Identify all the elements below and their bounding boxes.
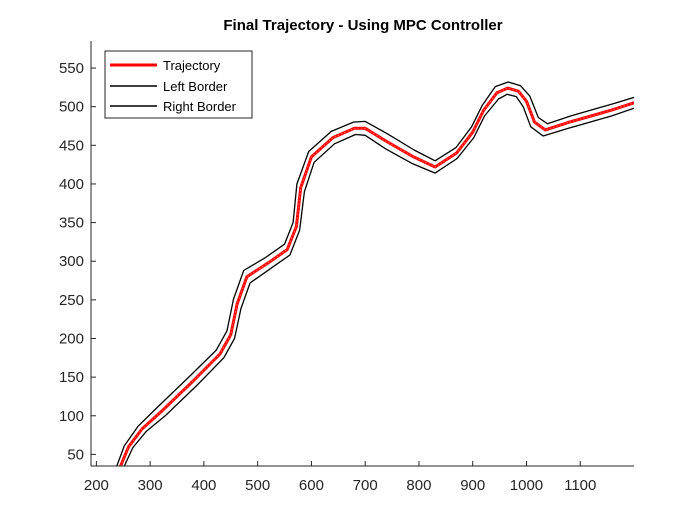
- series-line-left-border: [116, 81, 634, 466]
- legend-box: [104, 50, 253, 119]
- legend-label-left-border: Left Border: [163, 79, 228, 94]
- axes-layer: 200 300 400 500 600 700 800 900 1000 1100 50 100 150…: [59, 41, 634, 494]
- legend: Trajectory Left Border Right Border: [104, 50, 253, 119]
- y-tick-label: 350: [59, 215, 84, 232]
- x-tick-label: 600: [299, 477, 324, 494]
- y-tick-label: 550: [59, 60, 84, 77]
- x-tick-label: 1000: [510, 477, 543, 494]
- x-tick-label: 1100: [564, 477, 596, 494]
- series-layer: [116, 81, 634, 466]
- x-tick-label: 700: [353, 477, 378, 494]
- y-tick-label: 400: [59, 176, 84, 193]
- x-tick-label: 300: [138, 477, 163, 494]
- y-tick-label: 150: [59, 369, 84, 386]
- x-tick-label: 800: [406, 477, 431, 494]
- chart-title: Final Trajectory - Using MPC Controller: [223, 17, 502, 34]
- legend-label-trajectory: Trajectory: [163, 58, 221, 73]
- y-tick-label: 450: [59, 137, 84, 154]
- legend-label-right-border: Right Border: [163, 99, 237, 114]
- y-tick-label: 300: [59, 253, 84, 270]
- series-line-right-border: [123, 93, 634, 466]
- series-marker-trajectory: [120, 87, 634, 466]
- x-tick-label: 500: [245, 477, 270, 494]
- y-tick-label: 250: [59, 292, 84, 309]
- x-tick-label: 400: [191, 477, 216, 494]
- y-tick-label: 200: [59, 331, 84, 348]
- y-tick-label: 500: [59, 99, 84, 116]
- x-tick-label: 200: [84, 477, 109, 494]
- x-tick-label: 900: [460, 477, 485, 494]
- y-tick-label: 100: [59, 408, 84, 425]
- y-tick-label: 50: [67, 446, 84, 463]
